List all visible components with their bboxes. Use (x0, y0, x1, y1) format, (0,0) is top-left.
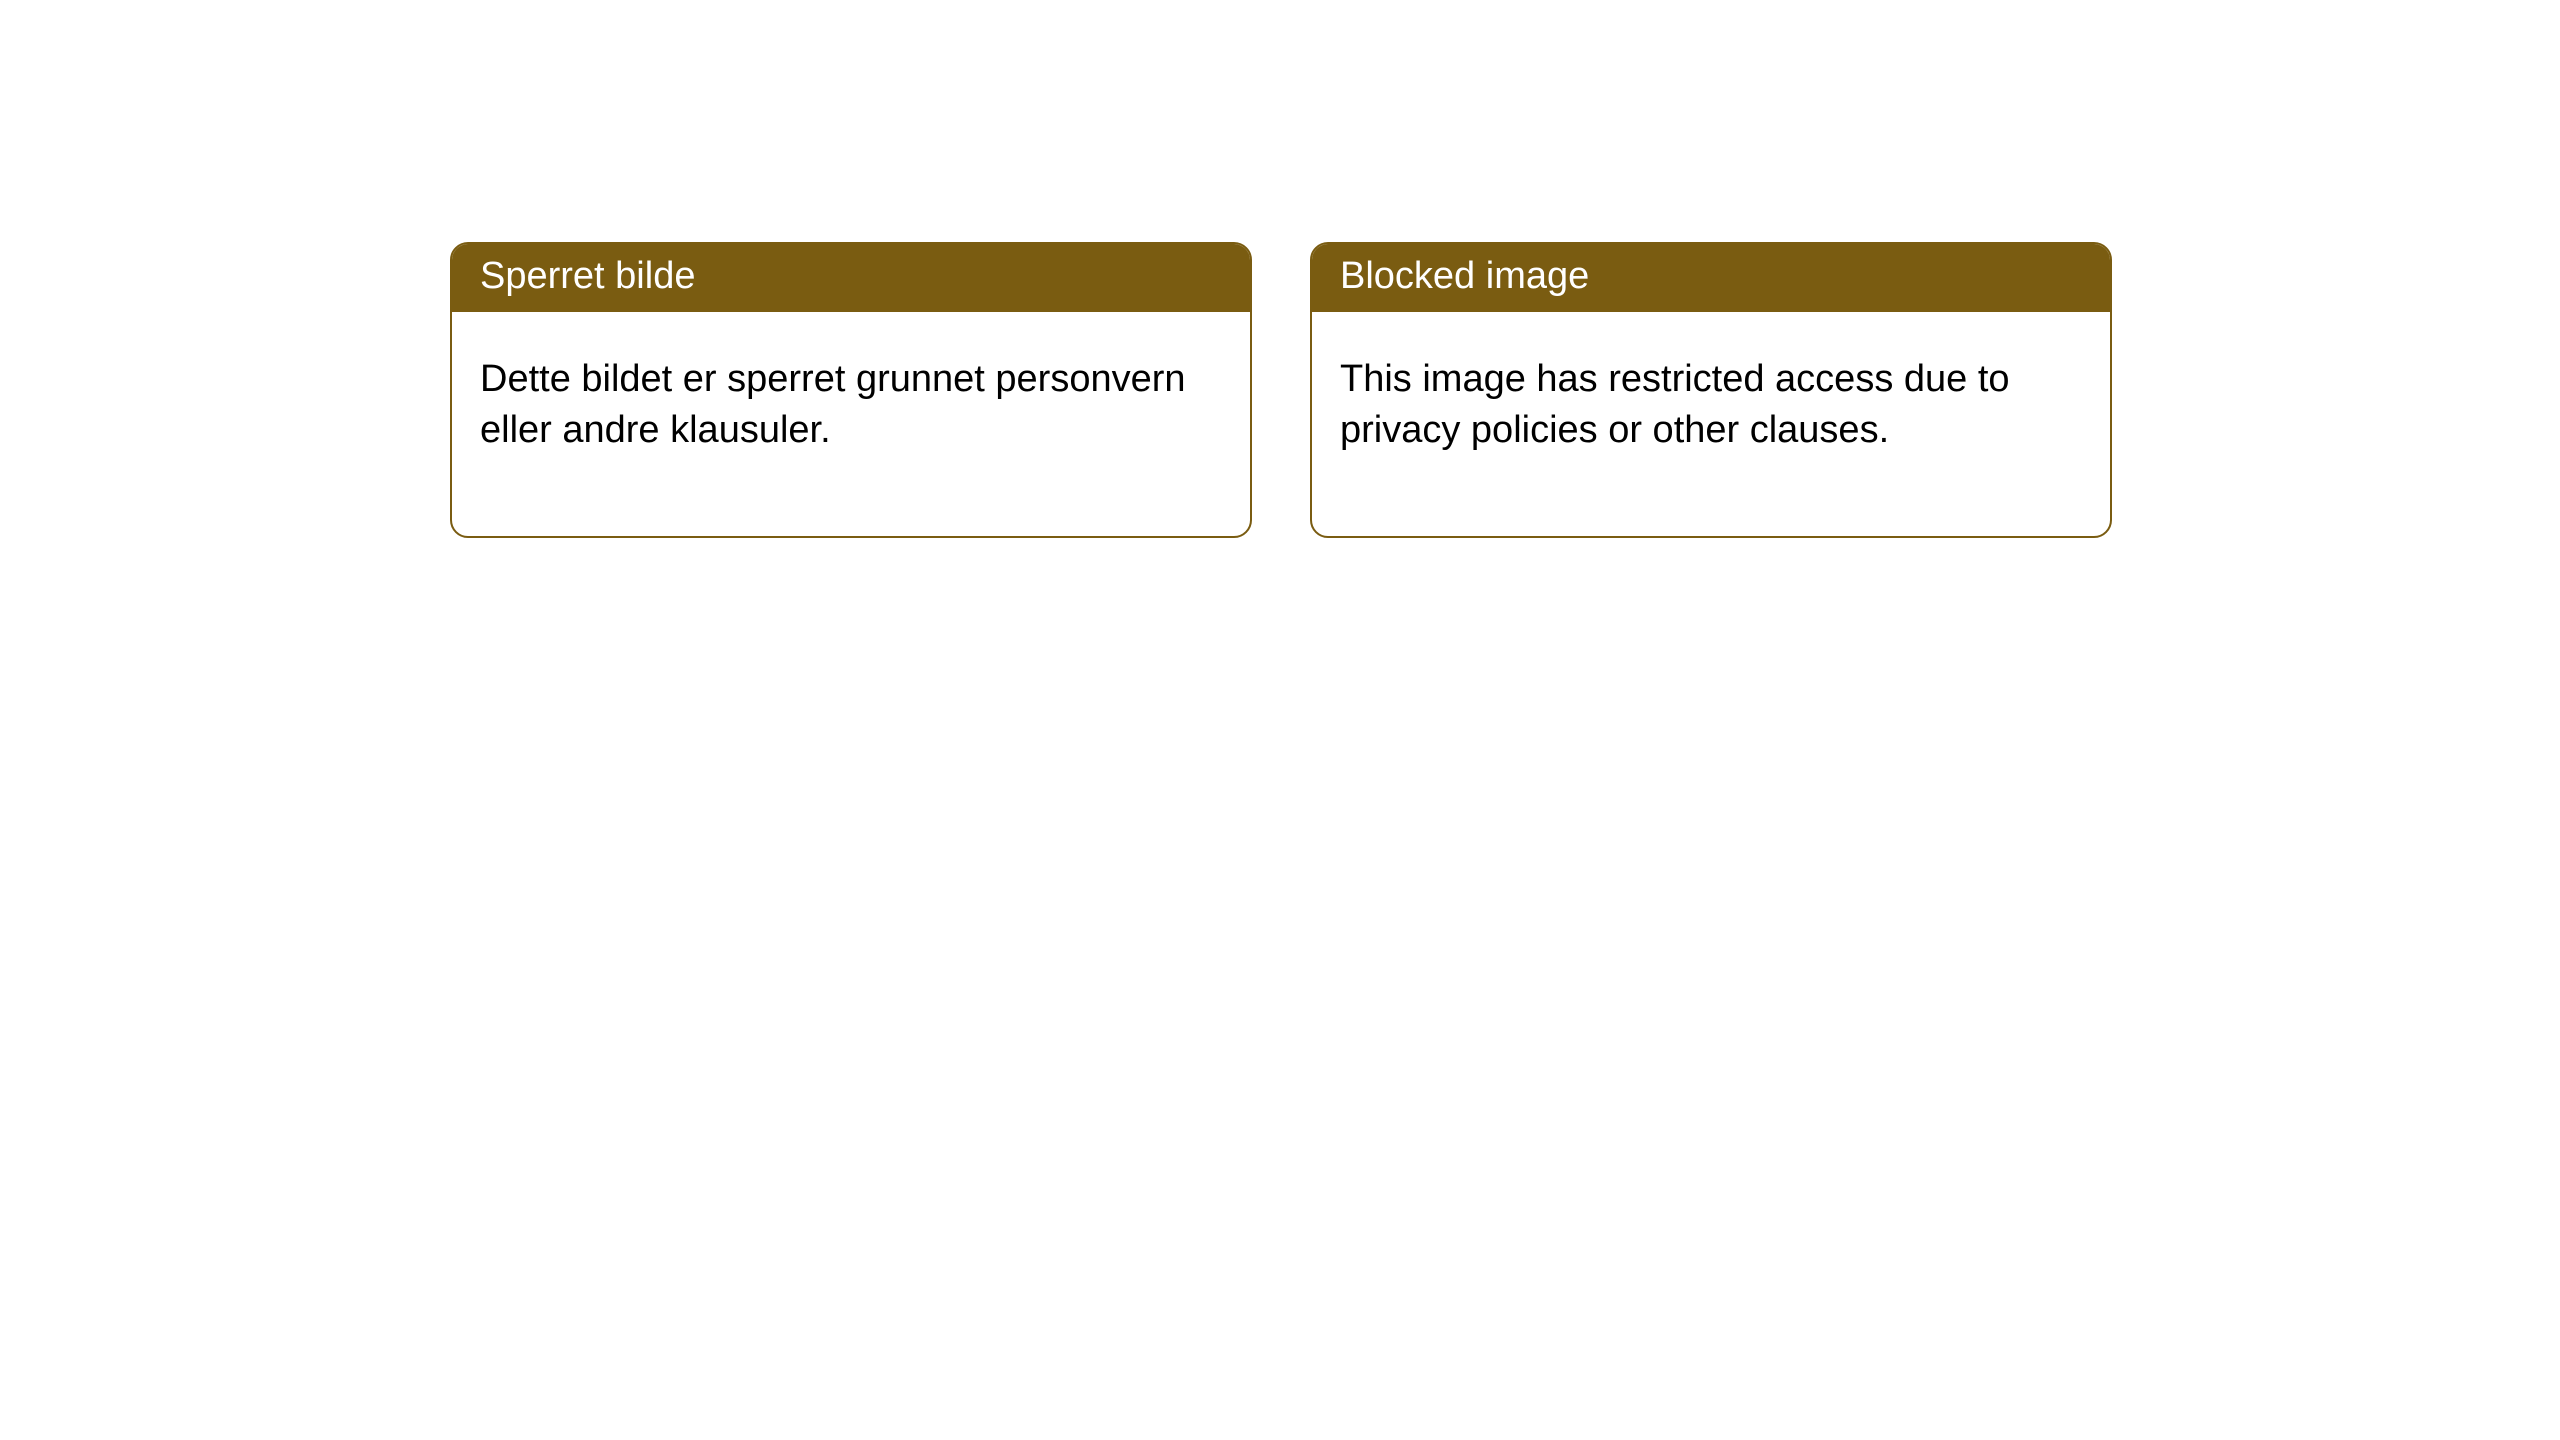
notice-card-body: Dette bildet er sperret grunnet personve… (452, 312, 1250, 537)
notice-card-body: This image has restricted access due to … (1312, 312, 2110, 537)
notice-card-english: Blocked image This image has restricted … (1310, 242, 2112, 538)
notice-card-title: Sperret bilde (452, 244, 1250, 312)
notice-container: Sperret bilde Dette bildet er sperret gr… (0, 0, 2560, 538)
notice-card-title: Blocked image (1312, 244, 2110, 312)
notice-card-norwegian: Sperret bilde Dette bildet er sperret gr… (450, 242, 1252, 538)
